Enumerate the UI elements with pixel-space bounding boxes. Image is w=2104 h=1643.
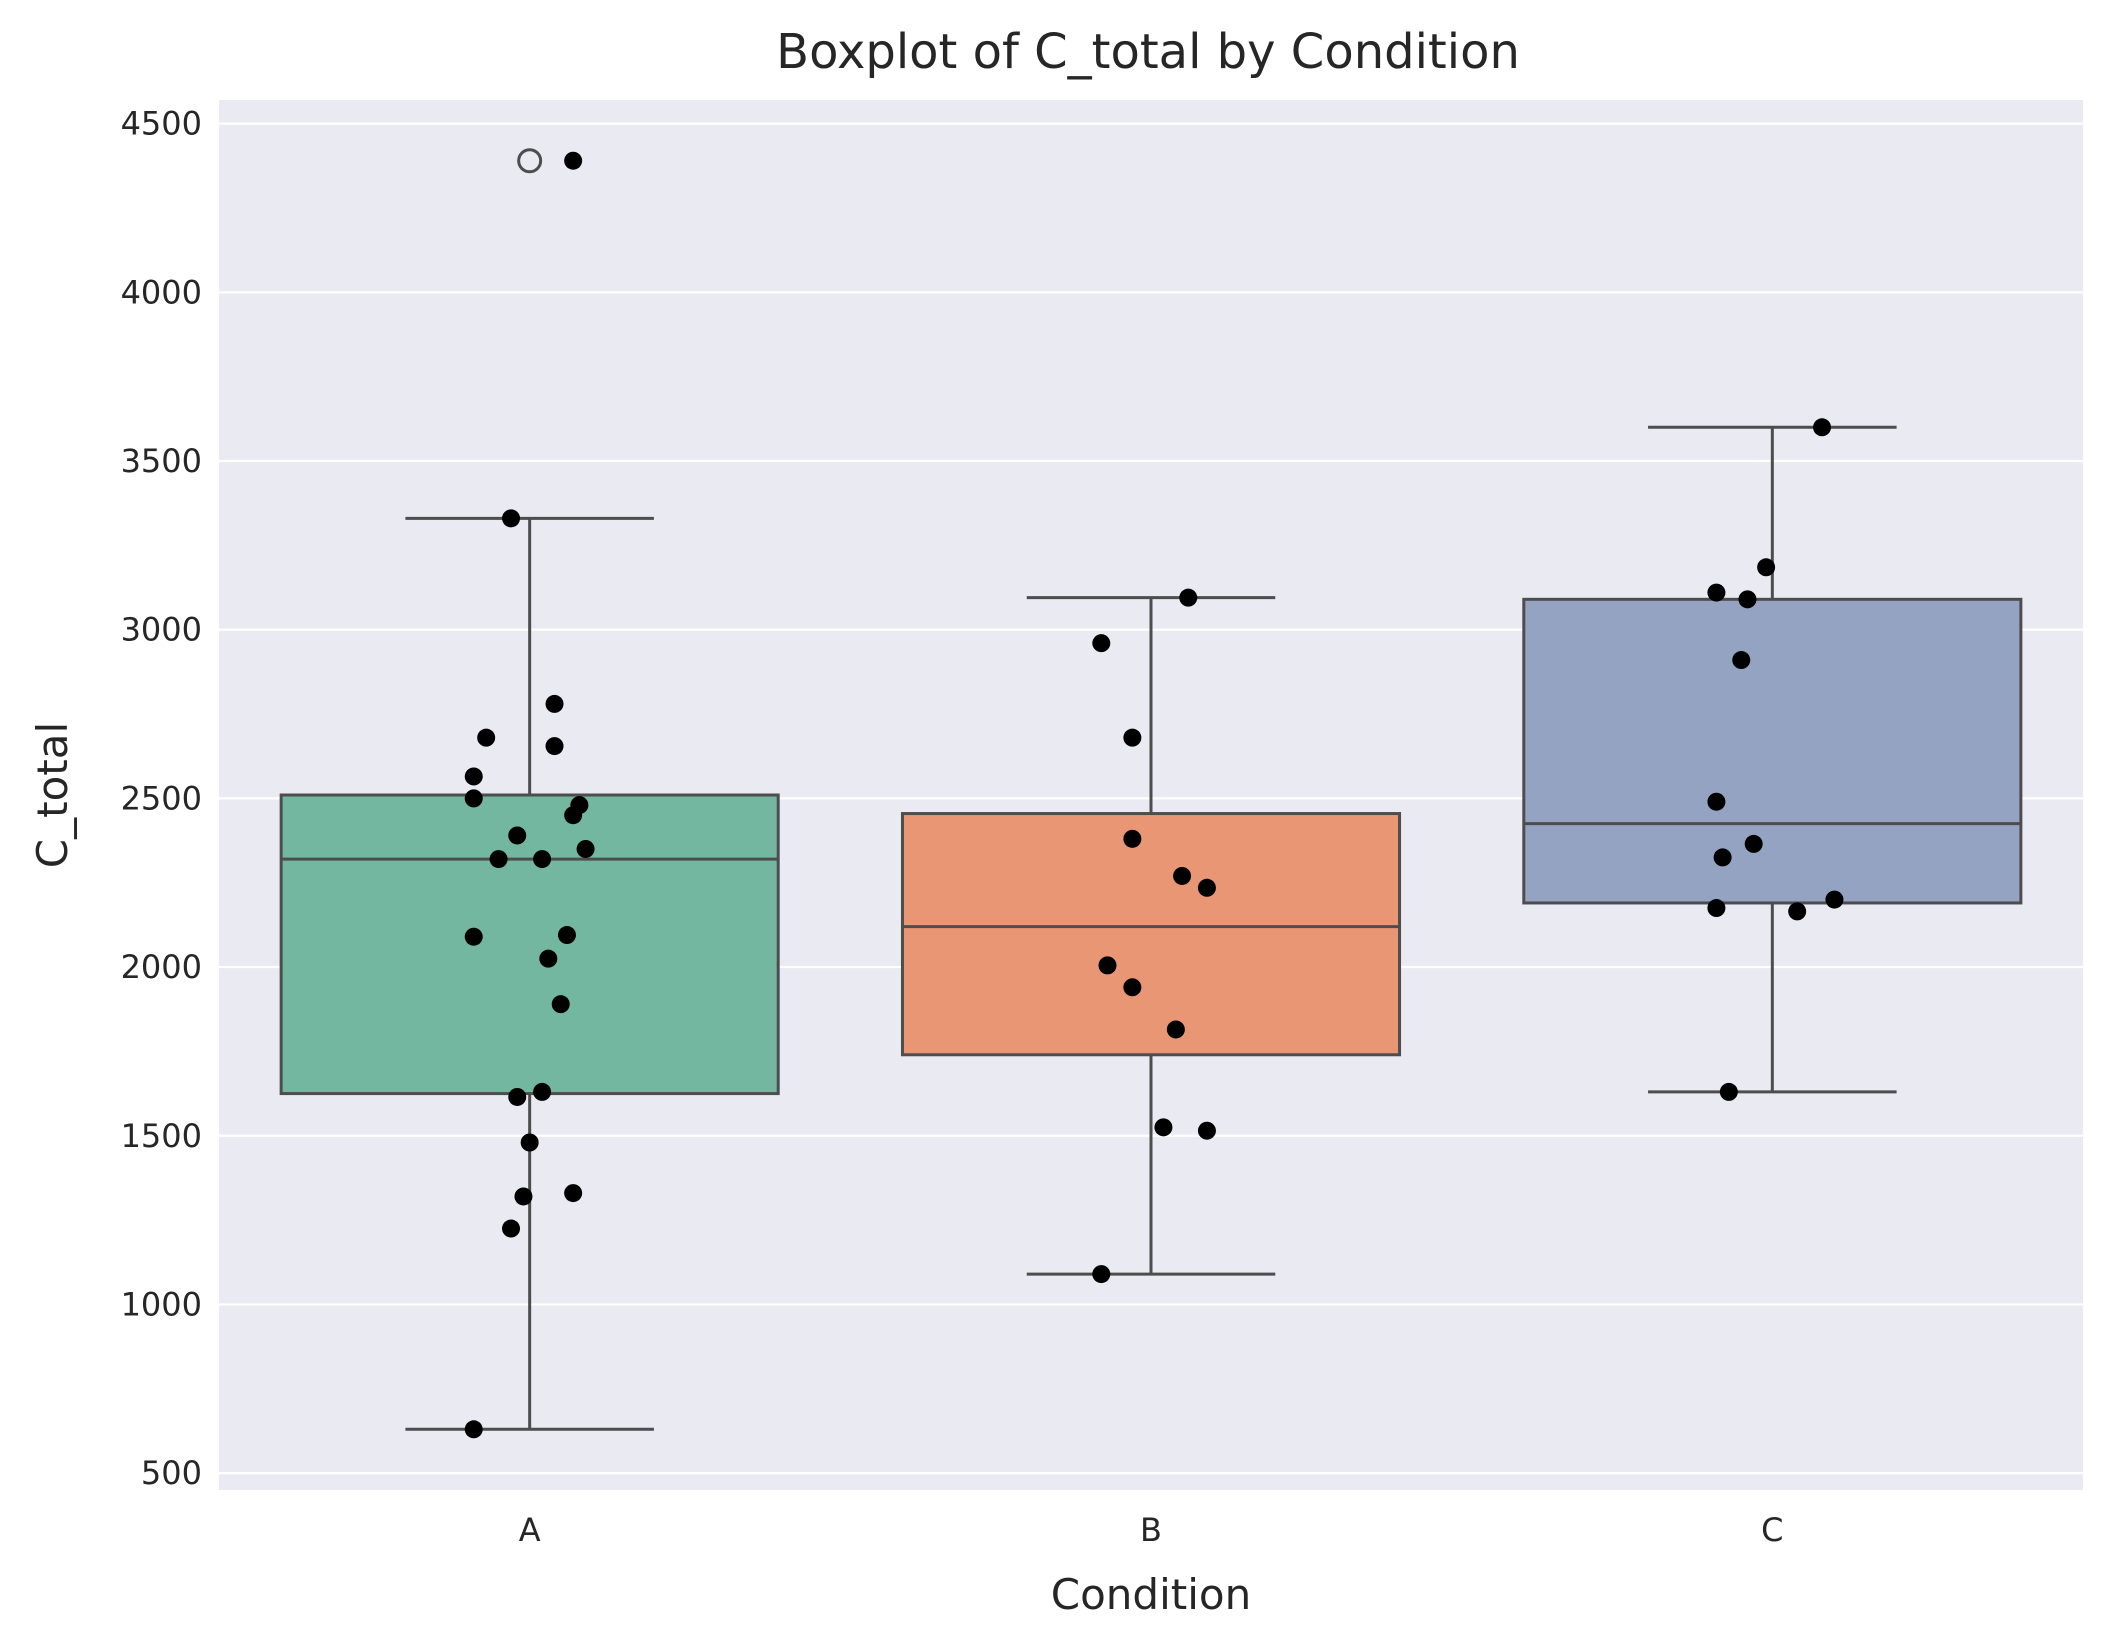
data-points xyxy=(464,151,1844,1439)
data-point xyxy=(564,1184,583,1203)
chart-title: Boxplot of C_total by Condition xyxy=(776,24,1520,80)
data-point xyxy=(1813,418,1832,437)
data-point xyxy=(545,737,564,756)
data-point xyxy=(1179,588,1198,607)
data-point xyxy=(514,1187,533,1206)
data-point xyxy=(502,1219,521,1238)
data-point xyxy=(489,850,508,869)
data-point xyxy=(1707,899,1726,918)
iqr-box xyxy=(1522,597,2023,905)
data-point xyxy=(1738,590,1757,609)
data-point xyxy=(1732,651,1751,670)
x-tick-labels: A B C xyxy=(519,1511,1784,1549)
data-point xyxy=(1154,1118,1173,1137)
data-point xyxy=(464,789,483,808)
iqr-box xyxy=(900,812,1402,1057)
y-tick-label: 2000 xyxy=(121,948,202,986)
data-point xyxy=(1197,1121,1216,1140)
x-axis-label: Condition xyxy=(1051,1570,1251,1619)
data-point xyxy=(1707,792,1726,811)
box-group xyxy=(279,148,2023,1431)
data-point xyxy=(545,694,564,713)
data-point xyxy=(533,1082,552,1101)
data-point xyxy=(564,151,583,170)
data-point xyxy=(508,826,527,845)
y-axis-label: C_total xyxy=(28,722,77,868)
x-tick-label: B xyxy=(1140,1511,1162,1549)
data-point xyxy=(576,839,595,858)
box-A xyxy=(279,148,780,1431)
data-point xyxy=(1825,890,1844,909)
data-point xyxy=(1092,1265,1111,1284)
y-tick-labels: 500 1000 1500 2000 2500 3000 3500 4000 4500 xyxy=(121,105,202,1493)
data-point xyxy=(1197,878,1216,897)
data-point xyxy=(1173,866,1192,885)
data-point xyxy=(1719,1082,1738,1101)
data-point xyxy=(1713,848,1732,867)
data-point xyxy=(464,927,483,946)
y-tick-label: 3500 xyxy=(121,442,202,480)
box-B xyxy=(900,596,1402,1276)
data-point xyxy=(557,926,576,945)
y-tick-label: 3000 xyxy=(121,611,202,649)
data-point xyxy=(551,995,570,1014)
data-point xyxy=(464,1420,483,1439)
data-point xyxy=(564,806,583,825)
data-point xyxy=(477,728,496,747)
y-tick-label: 1000 xyxy=(121,1285,202,1323)
data-point xyxy=(1166,1020,1185,1039)
data-point xyxy=(520,1133,539,1152)
data-point xyxy=(1744,834,1763,853)
x-tick-label: C xyxy=(1761,1511,1783,1549)
data-point xyxy=(464,767,483,786)
outlier-marker xyxy=(517,148,543,174)
data-point xyxy=(1788,902,1807,921)
y-tick-label: 2500 xyxy=(121,779,202,817)
data-point xyxy=(1757,558,1776,577)
data-point xyxy=(1123,829,1142,848)
data-point xyxy=(1123,978,1142,997)
y-tick-label: 500 xyxy=(141,1454,202,1492)
data-point xyxy=(1098,956,1117,975)
data-point xyxy=(508,1087,527,1106)
data-point xyxy=(539,949,558,968)
x-tick-label: A xyxy=(519,1511,541,1549)
data-point xyxy=(1092,634,1111,653)
y-tick-label: 1500 xyxy=(121,1117,202,1155)
iqr-box xyxy=(279,793,780,1096)
data-point xyxy=(502,509,521,528)
box-C xyxy=(1522,425,2023,1094)
data-point xyxy=(1707,583,1726,602)
y-tick-label: 4500 xyxy=(121,105,202,143)
data-point xyxy=(1123,728,1142,747)
y-tick-label: 4000 xyxy=(121,273,202,311)
data-point xyxy=(533,850,552,869)
